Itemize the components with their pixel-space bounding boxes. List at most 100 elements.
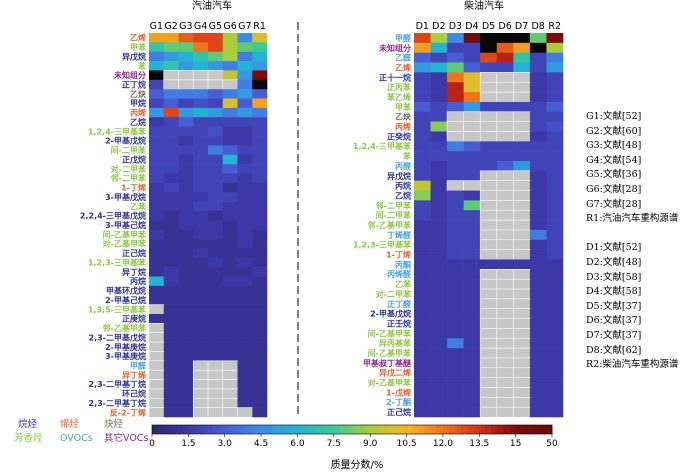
heatmap-cell — [207, 79, 224, 90]
heatmap-cell — [193, 126, 209, 137]
heatmap-cell — [237, 332, 253, 343]
heatmap-cell — [479, 209, 498, 221]
heatmap-cell — [208, 145, 224, 156]
heatmap-cell — [149, 79, 165, 90]
heatmap-cell — [252, 239, 268, 249]
heatmap-cell — [163, 332, 179, 343]
heatmap-cell — [529, 141, 547, 152]
heatmap-cell — [252, 173, 268, 184]
heatmap-cell — [237, 295, 253, 305]
heatmap-cell — [529, 289, 547, 300]
heatmap-cell — [222, 182, 238, 193]
heatmap-cell — [163, 276, 179, 287]
heatmap-cell — [463, 220, 481, 231]
heatmap-cell — [529, 200, 547, 211]
heatmap-cell — [208, 220, 224, 230]
heatmap-cell — [163, 304, 179, 315]
heatmap-cell — [149, 173, 165, 184]
colorbar-segment — [303, 425, 310, 434]
colorbar-segment — [539, 425, 547, 434]
colorbar-segment — [533, 425, 541, 434]
heatmap-cell — [193, 117, 209, 127]
column-label: D3 — [449, 21, 462, 32]
heatmap-cell — [237, 313, 253, 324]
heatmap-cell — [463, 180, 481, 192]
heatmap-cell — [193, 313, 209, 324]
row-label: 3-甲基己烷 — [105, 220, 146, 230]
row-label: 1,2,3-三甲基苯 — [88, 257, 147, 267]
heatmap-cell — [479, 347, 498, 359]
colorbar-segment — [212, 425, 220, 434]
reference-gasoline: G1:文献[52] — [586, 111, 642, 122]
heatmap-cell — [447, 161, 464, 172]
heatmap-cell — [222, 220, 238, 230]
heatmap-cell — [252, 136, 268, 146]
column-label: R2 — [548, 21, 561, 32]
diesel-panel-title: 柴油汽车 — [464, 0, 504, 12]
row-label: 环己烷 — [122, 389, 146, 399]
colorbar-segment — [461, 425, 468, 434]
heatmap-cell — [414, 92, 431, 103]
row-label: 邻-乙基甲苯 — [102, 323, 147, 333]
heatmap-cell — [496, 170, 514, 182]
heatmap-cell — [252, 51, 268, 62]
heatmap-cell — [513, 42, 531, 53]
heatmap-cell — [546, 220, 564, 231]
heatmap-cell — [163, 351, 179, 362]
heatmap-cell — [463, 151, 481, 162]
heatmap-cell — [178, 42, 194, 53]
heatmap-cell — [237, 89, 253, 99]
colorbar-tick-label: 15 — [510, 439, 521, 449]
heatmap-cell — [193, 201, 209, 212]
heatmap-cell — [513, 91, 531, 103]
row-label: 丙醛 — [395, 161, 412, 171]
row-label: 丙烷 — [130, 276, 146, 286]
gasoline-heatmap-cells — [148, 33, 268, 418]
heatmap-cell — [178, 192, 194, 202]
row-label: 乙炔 — [395, 112, 411, 122]
heatmap-cell — [414, 161, 431, 172]
heatmap-cell — [193, 33, 209, 43]
heatmap-cell — [163, 398, 179, 408]
heatmap-cell — [252, 332, 268, 343]
colorbar-segment — [491, 425, 498, 434]
heatmap-cell — [237, 239, 253, 249]
heatmap-cell — [546, 131, 564, 142]
heatmap-cell — [414, 151, 431, 162]
heatmap-cell — [479, 308, 498, 320]
heatmap-cell — [430, 52, 448, 63]
heatmap-cell — [178, 388, 194, 399]
colorbar-segment — [509, 425, 517, 434]
heatmap-cell — [546, 239, 564, 250]
heatmap-cell — [178, 107, 194, 118]
colorbar-segment — [473, 425, 480, 434]
heatmap-cell — [163, 229, 179, 240]
diesel-column-labels: D1 D2 D3 D4 D5 D6 D7 D8 R2 — [416, 21, 561, 32]
heatmap-cell — [207, 360, 224, 371]
heatmap-cell — [192, 379, 209, 390]
heatmap-cell — [479, 121, 498, 133]
heatmap-cell — [208, 126, 224, 137]
row-label: 2,3-二甲基丁烷 — [89, 379, 147, 389]
heatmap-cell — [496, 259, 514, 270]
legend-alkane: 烷烃 — [18, 418, 38, 430]
heatmap-cell — [208, 201, 224, 212]
heatmap-cell — [252, 164, 268, 174]
heatmap-cell — [529, 328, 547, 339]
heatmap-cell — [463, 318, 481, 329]
row-label: 乙烷 — [395, 190, 411, 200]
heatmap-cell — [513, 52, 531, 63]
colorbar-segment — [327, 425, 335, 434]
heatmap-cell — [208, 313, 224, 324]
gasoline-row-labels: 乙烯甲苯异戊烷苯未知组分正丁烷乙炔甲烷丙烯乙烷1,2,4-三甲基苯2-甲基戊烷间… — [80, 33, 147, 418]
heatmap-cell — [222, 407, 239, 418]
row-label: 1,2,4-三甲基苯 — [88, 126, 147, 136]
colorbar-frame — [151, 424, 553, 435]
colorbar-segment — [230, 425, 238, 434]
heatmap-cell — [178, 248, 194, 259]
heatmap-cell — [163, 164, 179, 174]
heatmap-cell — [252, 351, 268, 362]
heatmap-cell — [252, 388, 268, 399]
heatmap-cell — [479, 328, 498, 339]
